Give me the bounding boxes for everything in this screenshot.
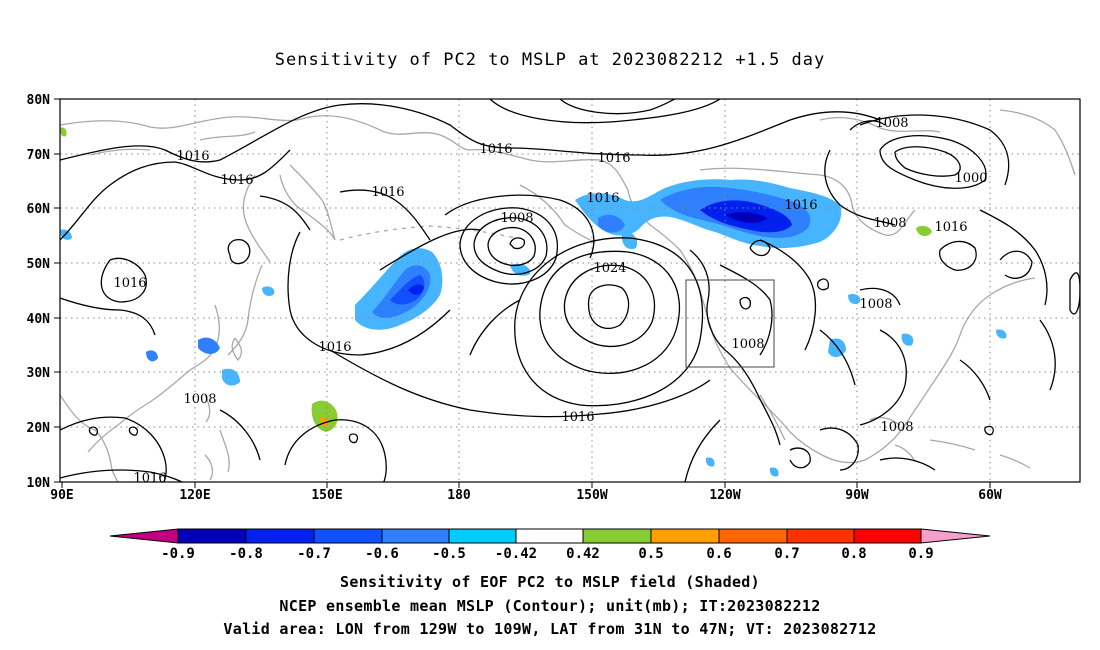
sensitivity-shading [60,127,1007,477]
colorbar-left-triangle [109,528,179,544]
svg-text:1008: 1008 [731,337,764,352]
colorbar-cell [448,528,517,544]
svg-text:1000: 1000 [954,171,987,186]
colorbar-label: 0.7 [774,546,799,562]
colorbar-labels: -0.9 -0.8 -0.7 -0.6 -0.5 -0.42 0.42 0.5 … [161,546,934,562]
colorbar-label: 0.6 [706,546,731,562]
colorbar-cell [582,528,652,544]
caption-line-1: Sensitivity of EOF PC2 to MSLP field (Sh… [340,573,760,591]
lon-label: 120W [709,488,740,503]
svg-text:1016: 1016 [176,149,209,164]
lat-label: 50N [27,257,51,272]
colorbar-label: -0.9 [161,546,195,562]
lon-label: 150W [576,488,607,503]
lon-label: 90E [50,488,73,503]
contour-labels: 1016 1016 1016 1016 1016 1016 1016 1016 … [113,116,987,486]
mslp-contours [60,99,1080,482]
colorbar-cell [245,528,315,544]
svg-text:1016: 1016 [586,191,619,206]
svg-text:1016: 1016 [371,185,404,200]
svg-text:1008: 1008 [875,116,908,131]
map-border [59,98,1081,483]
lon-label: 90W [845,488,869,503]
svg-text:1016: 1016 [113,276,146,291]
colorbar-label: -0.5 [432,546,466,562]
lat-label: 80N [27,93,51,108]
svg-text:1016: 1016 [220,173,253,188]
lon-label: 120E [179,488,210,503]
colorbar-label: 0.8 [841,546,866,562]
colorbar-cell [381,528,450,544]
svg-text:1008: 1008 [859,297,892,312]
colorbar-label: -0.6 [365,546,399,562]
graticule [60,99,1080,482]
lon-label: 150E [311,488,342,503]
lat-label: 30N [27,366,51,381]
colorbar [109,528,991,544]
valid-area-box [685,279,775,368]
colorbar-cell [650,528,720,544]
caption-line-2: NCEP ensemble mean MSLP (Contour); unit(… [279,597,821,615]
colorbar-label: 0.9 [908,546,933,562]
svg-text:1016: 1016 [934,220,967,235]
svg-text:1016: 1016 [133,471,166,486]
colorbar-cell [313,528,383,544]
colorbar-cell [786,528,855,544]
caption-line-3: Valid area: LON from 129W to 109W, LAT f… [223,620,877,638]
svg-text:1008: 1008 [880,420,913,435]
coastlines [60,109,1076,482]
lat-label: 60N [27,202,51,217]
svg-text:1016: 1016 [318,340,351,355]
svg-text:1008: 1008 [500,211,533,226]
lat-label: 20N [27,421,51,436]
svg-text:1008: 1008 [873,216,906,231]
colorbar-label: -0.42 [495,546,537,562]
lon-label: 180 [447,488,471,503]
colorbar-label: 0.5 [638,546,663,562]
lat-label: 10N [27,476,51,491]
colorbar-label: -0.7 [297,546,331,562]
lat-label: 40N [27,312,51,327]
plot-title: Sensitivity of PC2 to MSLP at 2023082212… [274,50,826,70]
colorbar-cell [853,528,922,544]
colorbar-cell [718,528,788,544]
svg-text:1016: 1016 [597,151,630,166]
svg-text:1016: 1016 [784,198,817,213]
svg-text:1008: 1008 [183,392,216,407]
svg-text:1016: 1016 [479,142,512,157]
colorbar-cell [177,528,247,544]
svg-text:1016: 1016 [561,410,594,425]
lon-label: 60W [978,488,1002,503]
colorbar-label: -0.8 [229,546,263,562]
svg-text:1024: 1024 [593,261,626,276]
lat-label: 70N [27,148,51,163]
latitude-labels: 80N 70N 60N 50N 40N 30N 20N 10N [27,93,51,491]
colorbar-cell [515,528,584,544]
axis-ticks [54,98,991,488]
longitude-labels: 90E 120E 150E 180 150W 120W 90W 60W [50,488,1002,503]
colorbar-right-triangle [920,528,991,544]
colorbar-label: 0.42 [566,546,600,562]
